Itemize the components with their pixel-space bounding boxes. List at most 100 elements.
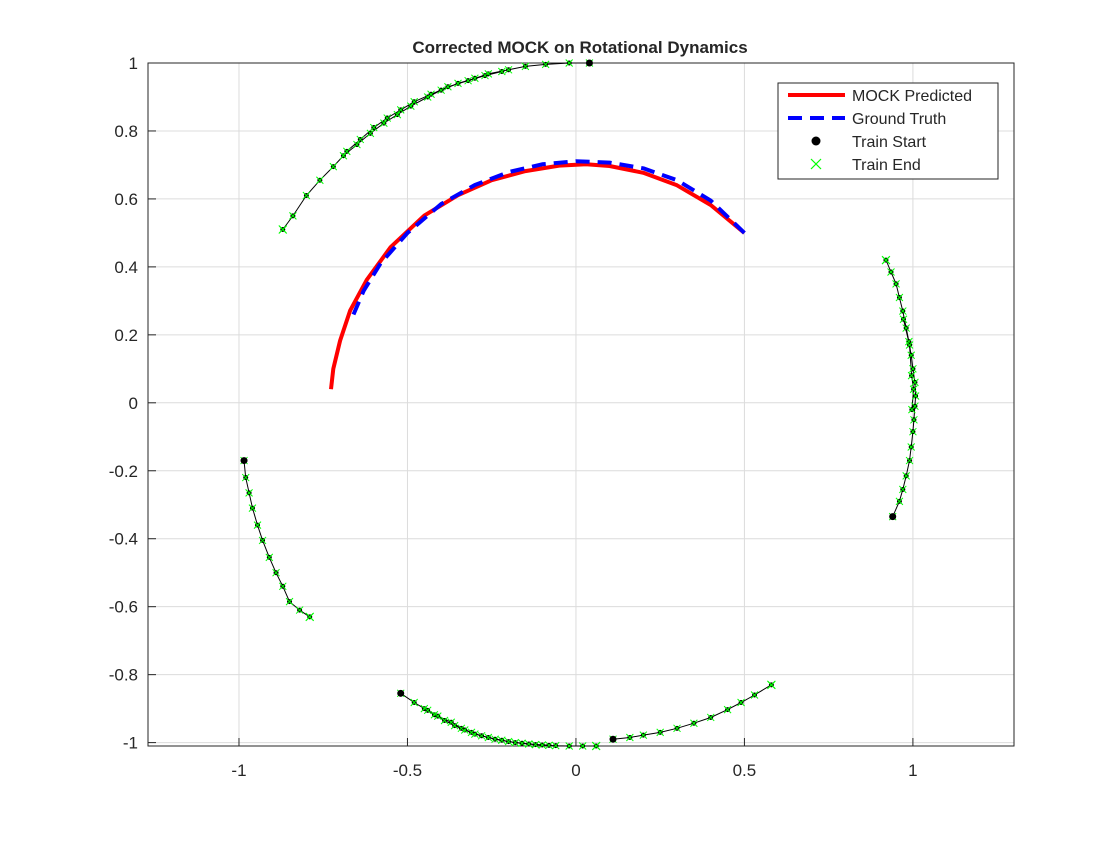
train-end-point [551, 741, 560, 750]
train-end-point [518, 739, 526, 748]
train-end-x-stroke [491, 735, 499, 744]
train-end-x-stroke [420, 704, 429, 713]
train-end-x-stroke [315, 176, 324, 185]
y-tick-label: -0.4 [109, 530, 138, 549]
trajectory-start-marker [585, 59, 593, 67]
train-end-x-stroke [706, 713, 715, 722]
train-end-point [467, 728, 476, 737]
train-end-x-stroke [265, 553, 274, 562]
x-tick-label: 0 [571, 761, 580, 780]
train-end-point [410, 97, 419, 106]
train-end-point [484, 733, 493, 742]
trajectory-end-x-stroke [591, 741, 601, 751]
train-end-x-stroke [457, 724, 466, 733]
train-end-x-stroke [511, 738, 520, 747]
train-end-point [433, 712, 442, 720]
train-end-x-stroke [471, 730, 479, 738]
ground-truth-line [351, 159, 746, 316]
train-end-point [565, 742, 574, 750]
train-end-point [673, 724, 681, 733]
train-end-x-stroke [898, 307, 907, 315]
train-end-x-stroke [423, 706, 432, 715]
train-end-x-stroke [447, 718, 456, 727]
trajectory [396, 689, 601, 751]
train-end-point [907, 351, 916, 360]
train-end-point [909, 385, 918, 394]
train-end-x-stroke [908, 405, 916, 414]
trajectory-line [400, 692, 597, 747]
train-end-point [295, 606, 304, 614]
train-end-x-stroke [248, 504, 257, 512]
trajectory [240, 456, 315, 622]
train-end-point [440, 716, 449, 725]
legend-end-label: Train End [852, 157, 921, 174]
x-tick-label: 0.5 [733, 761, 757, 780]
train-end-x-stroke [437, 86, 446, 95]
train-end-point [504, 737, 513, 746]
train-end-point [383, 114, 392, 122]
train-end-point [909, 427, 917, 436]
trajectory-line [427, 709, 550, 746]
train-end-point [423, 706, 432, 715]
train-end-point [504, 65, 513, 74]
train-end-point [905, 456, 914, 465]
train-end-x-stroke [253, 521, 262, 529]
train-end-point [911, 392, 920, 400]
train-end-point [241, 473, 250, 482]
legend-truth-label: Ground Truth [852, 111, 946, 128]
train-end-point [545, 741, 553, 750]
chart-title: Corrected MOCK on Rotational Dynamics [412, 38, 747, 57]
trajectory [881, 255, 920, 521]
train-end-x-stroke [396, 106, 405, 114]
train-end-point [396, 106, 405, 114]
series-lines [329, 159, 746, 390]
train-end-point [902, 472, 911, 480]
train-end-point [750, 691, 759, 699]
train-end-point [444, 82, 452, 91]
train-end-point [302, 191, 311, 200]
train-end-point [410, 698, 419, 707]
train-end-point [454, 79, 462, 88]
trajectory-end-marker [305, 612, 315, 622]
train-end-x-stroke [504, 65, 513, 74]
train-end-point [353, 140, 361, 149]
y-tick-label: -0.6 [109, 598, 138, 617]
train-end-point [258, 536, 267, 545]
train-end-point [909, 364, 917, 373]
train-end-x-stroke [245, 488, 253, 497]
train-end-x-stroke [911, 378, 919, 387]
train-end-x-stroke [910, 415, 918, 424]
train-end-point [315, 176, 324, 185]
train-end-x-stroke [302, 191, 311, 200]
y-tick-label: 0 [129, 394, 138, 413]
train-end-x-stroke [538, 741, 547, 749]
train-end-x-stroke [565, 742, 574, 750]
train-end-x-stroke [531, 740, 540, 749]
train-end-point [690, 719, 698, 728]
train-end-x-stroke [524, 740, 533, 748]
train-end-point [457, 724, 466, 733]
train-end-x-stroke [427, 90, 435, 99]
train-end-point [565, 59, 574, 67]
train-end-point [887, 268, 895, 276]
train-end-x-stroke [521, 62, 530, 71]
train-end-point [393, 110, 402, 119]
train-end-point [706, 713, 715, 722]
train-end-x-stroke [329, 162, 338, 171]
train-end-x-stroke [723, 705, 732, 714]
train-end-x-stroke [750, 691, 759, 699]
train-end-x-stroke [410, 97, 419, 106]
train-end-x-stroke [477, 731, 486, 740]
train-end-point [902, 324, 911, 332]
train-end-x-stroke [905, 341, 914, 349]
train-end-point [908, 405, 916, 414]
train-end-x-stroke [656, 728, 665, 737]
train-end-x-stroke [366, 129, 375, 138]
train-end-x-stroke [909, 364, 917, 373]
y-tick-label: -0.8 [109, 666, 138, 685]
train-end-x-stroke [907, 443, 916, 451]
train-end-point [245, 488, 253, 497]
trajectory-end-x-stroke [881, 255, 891, 265]
train-end-x-stroke [902, 472, 911, 480]
